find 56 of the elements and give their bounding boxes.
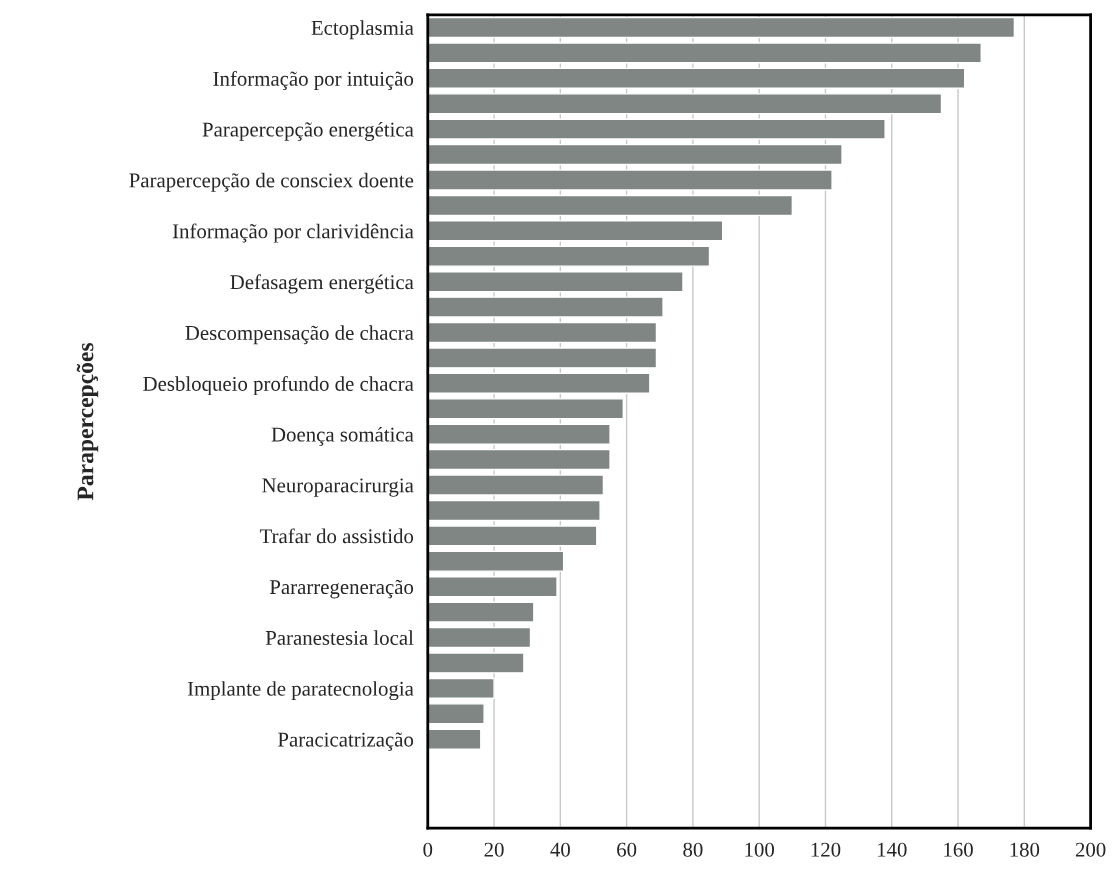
bar — [427, 703, 485, 725]
bar — [427, 42, 982, 64]
bar — [427, 118, 886, 140]
bar — [427, 67, 966, 89]
y-tick-label: Paracicatrização — [278, 732, 414, 751]
x-tick-label: 120 — [811, 842, 841, 857]
bar — [427, 448, 611, 471]
y-tick-label: Doença somática — [271, 426, 414, 446]
x-tick-label: 0 — [423, 842, 433, 857]
y-tick-label: Implante de paratecnologia — [187, 681, 414, 701]
bar — [427, 601, 535, 623]
x-tick-label: 160 — [944, 842, 973, 857]
bar — [427, 169, 833, 191]
bar — [427, 652, 525, 674]
x-tick-label: 100 — [745, 842, 775, 857]
y-tick-label: Informação por clarividência — [172, 223, 414, 243]
bar — [427, 296, 664, 318]
bar — [427, 93, 943, 115]
bar — [427, 372, 651, 394]
bar — [427, 499, 601, 522]
bar — [427, 245, 711, 267]
x-tick-label: 80 — [683, 842, 703, 857]
y-tick-label: Desbloqueio profundo de chacra — [143, 376, 414, 396]
x-tick-label: 200 — [1075, 842, 1106, 857]
bar — [427, 550, 565, 572]
bar — [427, 423, 611, 445]
bar — [427, 271, 684, 293]
bar — [427, 143, 843, 166]
bar — [427, 677, 495, 699]
bar — [427, 220, 724, 242]
y-tick-label: Defasagem energética — [230, 274, 414, 294]
y-tick-label: Informação por intuição — [213, 70, 414, 91]
x-tick-label: 140 — [877, 842, 907, 857]
y-tick-label: Parapercepção energética — [202, 121, 414, 141]
y-tick-label: Paranestesia local — [265, 630, 414, 645]
x-tick-label: 40 — [550, 842, 570, 857]
bar — [427, 474, 605, 496]
x-tick-label: 180 — [1010, 842, 1040, 857]
bar — [427, 398, 625, 420]
bar — [427, 525, 598, 547]
bar — [427, 347, 658, 369]
y-tick-label: Descompensação de chacra — [185, 325, 414, 345]
y-tick-label: Pararregeneração — [269, 579, 414, 599]
bar — [427, 626, 532, 649]
bar — [427, 321, 658, 344]
y-tick-label: Trafar do assistido — [259, 528, 414, 544]
y-tick-label: Neuroparacirurgia — [262, 478, 414, 497]
bar — [427, 194, 794, 217]
bar — [427, 16, 1016, 39]
y-tick-label: Parapercepção de consciex doente — [129, 172, 414, 192]
y-axis-title: Parapercepções — [76, 342, 99, 501]
bar — [427, 576, 558, 598]
y-tick-label: Ectoplasmia — [311, 20, 414, 40]
x-tick-label: 60 — [617, 842, 637, 857]
bar — [427, 728, 482, 750]
x-tick-label: 20 — [484, 842, 504, 857]
